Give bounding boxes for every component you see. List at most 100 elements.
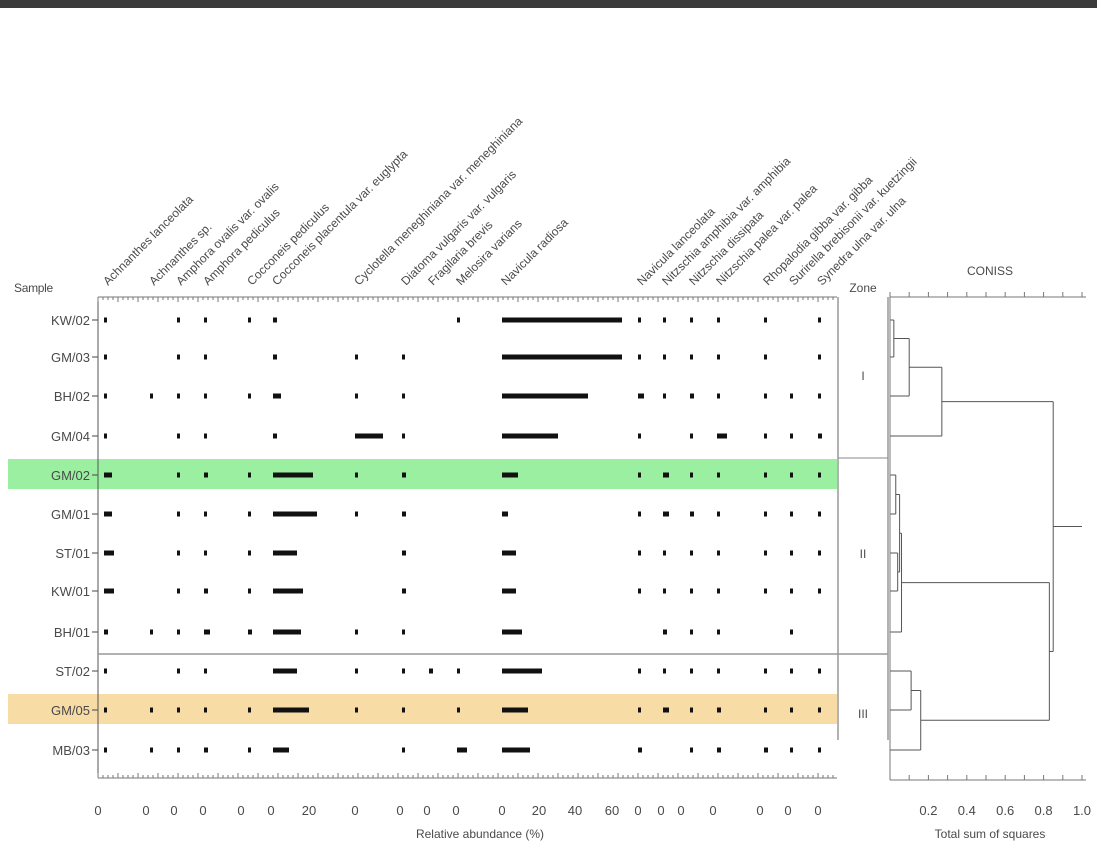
x-tick-label: 40 <box>568 803 582 818</box>
abundance-bar <box>355 511 358 517</box>
coniss-title: CONISS <box>967 264 1013 278</box>
coniss-tick-label: 1.0 <box>1073 803 1091 818</box>
x-tick-label: 0 <box>452 803 459 818</box>
abundance-bar <box>457 317 460 323</box>
abundance-bar <box>690 747 693 753</box>
abundance-bar <box>790 668 793 674</box>
abundance-bar <box>104 511 112 517</box>
abundance-bar <box>663 588 666 594</box>
abundance-bar <box>764 588 767 594</box>
abundance-bar <box>104 707 107 713</box>
abundance-bar <box>502 472 518 478</box>
sample-label: BH/01 <box>54 625 90 640</box>
abundance-bar <box>273 354 277 360</box>
abundance-bar <box>663 511 669 517</box>
abundance-bar <box>638 354 641 360</box>
abundance-bar <box>104 317 107 323</box>
abundance-bar <box>502 511 508 517</box>
abundance-bar <box>273 472 313 478</box>
abundance-bar <box>355 629 358 635</box>
abundance-bar <box>717 354 720 360</box>
coniss-tick-label: 0.6 <box>996 803 1014 818</box>
abundance-bar <box>273 433 277 439</box>
abundance-bar <box>402 629 405 635</box>
x-tick-label: 20 <box>532 803 546 818</box>
abundance-bar <box>638 707 641 713</box>
abundance-bar <box>764 747 768 753</box>
abundance-bar <box>690 433 693 439</box>
abundance-bar <box>502 588 516 594</box>
abundance-bar <box>104 433 107 439</box>
x-tick-label: 0 <box>709 803 716 818</box>
zone-label: I <box>861 369 864 383</box>
abundance-bar <box>502 317 622 323</box>
zone-label: III <box>858 707 868 721</box>
coniss-tick-label: 0.2 <box>919 803 937 818</box>
abundance-bar <box>204 472 208 478</box>
sample-label: KW/02 <box>51 313 90 328</box>
abundance-bar <box>204 629 210 635</box>
abundance-bar <box>248 511 251 517</box>
sample-label: GM/02 <box>51 468 90 483</box>
abundance-bar <box>204 393 207 399</box>
abundance-bar <box>663 317 666 323</box>
x-tick-label: 0 <box>237 803 244 818</box>
abundance-bar <box>355 354 358 360</box>
abundance-bar <box>355 433 383 439</box>
abundance-bar <box>248 747 251 753</box>
abundance-bar <box>177 707 180 713</box>
abundance-bar <box>663 393 666 399</box>
abundance-bar <box>402 472 406 478</box>
abundance-bar <box>150 707 153 713</box>
abundance-bar <box>717 472 720 478</box>
abundance-bar <box>717 747 721 753</box>
abundance-bar <box>638 511 641 517</box>
abundance-bar <box>764 472 767 478</box>
sample-header: Sample <box>14 281 54 295</box>
abundance-bar <box>764 393 767 399</box>
abundance-bar <box>663 629 667 635</box>
x-tick-label: 0 <box>170 803 177 818</box>
abundance-bar <box>818 511 821 517</box>
abundance-bar <box>273 550 297 556</box>
abundance-bar <box>248 707 251 713</box>
taxon-header: Cocconeis placentula var. euglypta <box>269 147 410 288</box>
abundance-bar <box>790 433 793 439</box>
abundance-bar <box>104 472 112 478</box>
abundance-bar <box>402 433 405 439</box>
x-tick-label: 0 <box>142 803 149 818</box>
x-tick-label: 60 <box>605 803 619 818</box>
abundance-bar <box>638 668 641 674</box>
abundance-bar <box>690 472 693 478</box>
sample-label: KW/01 <box>51 584 90 599</box>
abundance-bar <box>502 550 516 556</box>
x-tick-label: 0 <box>677 803 684 818</box>
abundance-bar <box>204 668 207 674</box>
abundance-bar <box>818 472 821 478</box>
x-tick-label: 0 <box>756 803 763 818</box>
abundance-bar <box>818 588 821 594</box>
abundance-bar <box>638 747 642 753</box>
sample-label: GM/03 <box>51 350 90 365</box>
abundance-bar <box>764 707 767 713</box>
abundance-bar <box>764 354 767 360</box>
zone-header: Zone <box>849 281 877 295</box>
coniss-tick-label: 0.8 <box>1035 803 1053 818</box>
abundance-bar <box>717 629 720 635</box>
abundance-bar <box>248 317 251 323</box>
abundance-bar <box>818 354 821 360</box>
abundance-bar <box>790 550 793 556</box>
abundance-bar <box>248 629 252 635</box>
abundance-bar <box>690 629 693 635</box>
x-tick-label: 0 <box>814 803 821 818</box>
x-tick-label: 0 <box>199 803 206 818</box>
abundance-bar <box>150 747 153 753</box>
abundance-bar <box>204 550 207 556</box>
abundance-bar <box>717 668 720 674</box>
abundance-bar <box>818 317 821 323</box>
abundance-bar <box>402 354 405 360</box>
taxon-header: Surirella brebisonii var. kuetzingii <box>786 155 919 288</box>
abundance-bar <box>790 588 793 594</box>
window-top-bar <box>0 0 1097 8</box>
abundance-bar <box>457 668 460 674</box>
